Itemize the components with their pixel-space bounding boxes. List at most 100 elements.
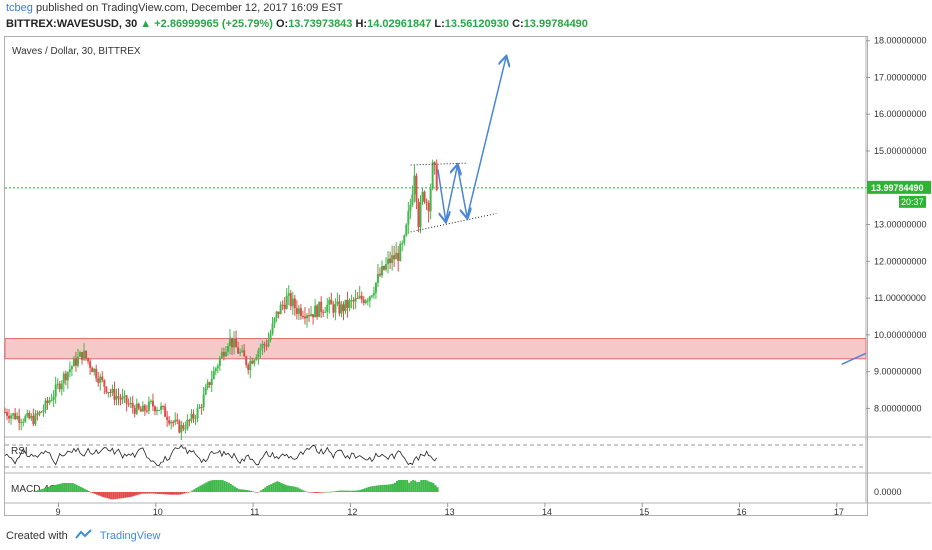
macd-bar (128, 492, 131, 498)
macd-bar (252, 491, 255, 492)
macd-bar (235, 487, 238, 492)
macd-bar (197, 486, 200, 492)
x-tick-label: 11 (250, 507, 259, 517)
macd-bar (207, 481, 210, 492)
macd-bar (96, 492, 99, 495)
macd-bar (371, 486, 374, 492)
footer: Created with TradingView (6, 529, 160, 542)
candle-body (143, 405, 146, 411)
projection-segment (456, 165, 467, 217)
macd-bar (100, 492, 103, 497)
macd-bar (79, 486, 82, 492)
macd-bar (191, 490, 194, 492)
candle-body (46, 400, 49, 403)
candle-body (350, 300, 353, 302)
pattern-trendline (410, 162, 468, 166)
candle-body (99, 376, 102, 383)
candle-body (291, 298, 294, 307)
projection-segment (444, 166, 458, 222)
macd-bar (59, 483, 62, 492)
candle-body (188, 419, 191, 421)
candle-body (66, 372, 69, 381)
candle-body (326, 304, 329, 312)
macd-bar (43, 488, 46, 492)
candle-body (289, 293, 292, 307)
chart-area[interactable] (4, 36, 868, 516)
candle-body (340, 304, 343, 314)
macd-bar (136, 492, 139, 495)
candle-body (376, 273, 379, 283)
candle-body (222, 352, 225, 357)
candle-body (210, 379, 213, 385)
macd-bar (353, 490, 356, 492)
projection-segment (437, 169, 446, 220)
macd-bar (65, 483, 68, 492)
candle-body (269, 333, 272, 341)
candle-body (237, 347, 240, 354)
macd-bar (243, 489, 246, 492)
macd-bar (217, 480, 220, 492)
candle-body (281, 304, 284, 306)
candle-body (32, 415, 35, 425)
candle-body (196, 408, 199, 419)
projection-segment (466, 57, 506, 218)
y-tick-label: 8.00000000 (874, 403, 922, 413)
macd-bar (323, 492, 326, 493)
candle-body (295, 308, 298, 314)
macd-bar (337, 490, 340, 492)
macd-bar (91, 492, 94, 494)
ohlc-line: BITTREX:WAVESUSD, 30 ▲ +2.86999965 (+25.… (6, 18, 588, 30)
macd-bar (389, 484, 392, 492)
macd-bar (260, 490, 263, 492)
macd-bar (175, 492, 178, 495)
candle-body (301, 316, 304, 318)
macd-bar (410, 481, 413, 492)
candle-body (85, 350, 88, 359)
macd-bar (199, 485, 202, 492)
candle-body (395, 252, 398, 260)
candle-body (245, 356, 248, 365)
candle-body (178, 420, 181, 433)
candle-body (263, 343, 266, 346)
candle-body (249, 360, 252, 371)
candle-body (109, 391, 112, 393)
candle-body (62, 373, 65, 384)
macd-bar (112, 492, 115, 500)
macd-bar (106, 492, 109, 499)
candle-body (78, 352, 81, 357)
candles-group (4, 159, 438, 440)
candle-body (64, 373, 67, 381)
macd-bar (189, 491, 192, 493)
tradingview-brand-link[interactable]: TradingView (99, 530, 161, 542)
candle-body (433, 162, 436, 165)
candle-body (328, 299, 331, 305)
macd-bar (406, 480, 409, 492)
created-with-text: Created with (6, 530, 68, 542)
candle-body (368, 296, 371, 301)
macd-bar (57, 484, 60, 492)
candle-body (253, 359, 256, 364)
candle-body (257, 350, 260, 358)
macd-bar (187, 492, 190, 493)
macd-bar (233, 486, 236, 492)
macd-bar (379, 485, 382, 492)
macd-bar (102, 492, 105, 498)
macd-bar (158, 492, 161, 495)
rsi-label: RSI (11, 446, 28, 457)
macd-bar (361, 489, 364, 492)
macd-bar (278, 482, 281, 492)
macd-bar (215, 480, 218, 492)
publisher-link[interactable]: tcbeg (6, 2, 33, 14)
candle-body (87, 358, 90, 362)
candle-body (166, 416, 169, 421)
macd-bar (254, 491, 257, 493)
macd-bar (418, 482, 421, 492)
y-tick-label: 10.00000000 (874, 330, 927, 340)
candle-body (52, 396, 55, 400)
high-label: H: (355, 18, 368, 30)
macd-bar (351, 490, 354, 492)
publish-info: tcbeg published on TradingView.com, Dece… (6, 2, 343, 14)
candle-body (168, 420, 171, 424)
macd-bar (349, 490, 352, 492)
